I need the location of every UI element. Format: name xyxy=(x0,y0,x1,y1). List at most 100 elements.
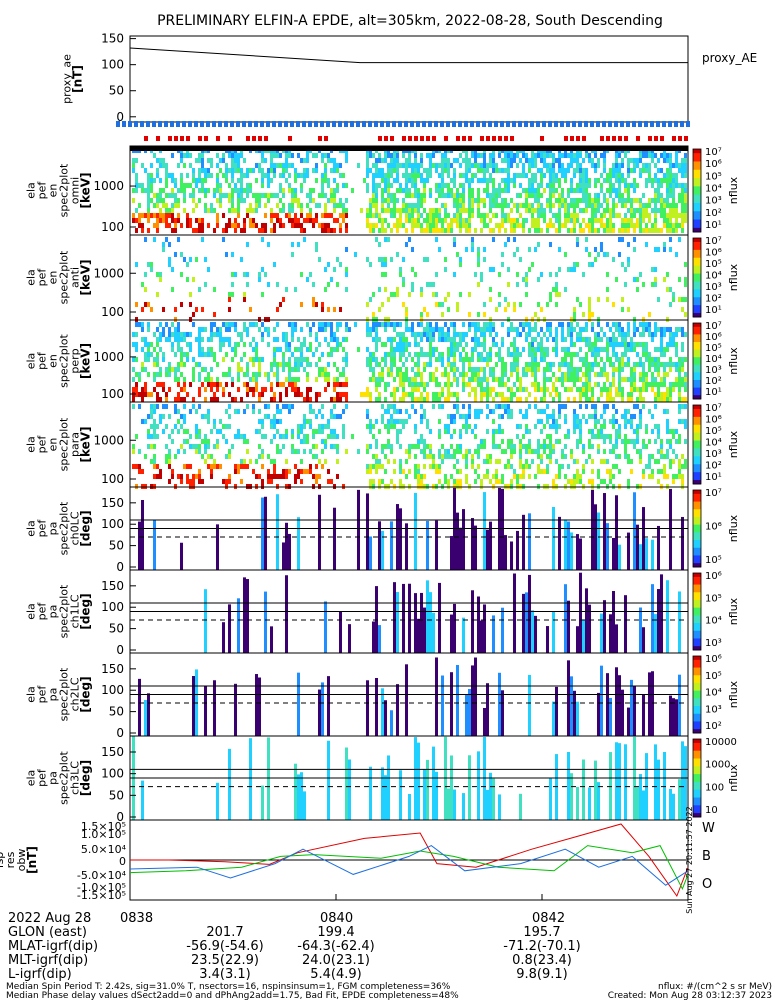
spectrogram-cell xyxy=(405,419,408,424)
spectrogram-cell xyxy=(402,332,405,337)
spectrogram-cell xyxy=(195,449,198,454)
spectrogram-cell xyxy=(381,173,384,178)
spectrogram-cell xyxy=(384,158,387,163)
spectrogram-cell xyxy=(666,327,669,332)
spectrogram-cell xyxy=(255,193,258,198)
spectrogram-cell xyxy=(462,218,465,223)
spectrogram-cell xyxy=(222,424,225,429)
spectrogram-cell xyxy=(666,188,669,193)
red-indicator xyxy=(426,136,430,141)
spectrogram-cell xyxy=(186,479,189,484)
spectrogram-cell xyxy=(519,213,522,218)
spectrogram-cell xyxy=(285,434,288,439)
spectrogram-cell xyxy=(306,347,309,352)
spectrogram-cell xyxy=(420,404,423,409)
spectrogram-cell xyxy=(597,444,600,449)
energy-colorbar-seg xyxy=(693,245,701,249)
spectrogram-cell xyxy=(237,193,240,198)
energy-ylabel-2: en xyxy=(47,184,60,198)
spectrogram-cell xyxy=(333,387,336,392)
spectrogram-cell xyxy=(465,357,468,362)
spectrogram-cell xyxy=(525,337,528,342)
energy-colorbar-seg xyxy=(693,207,701,210)
spectrogram-cell xyxy=(627,377,630,382)
spectrogram-cell xyxy=(210,337,213,342)
spectrogram-cell xyxy=(474,173,477,178)
spectrogram-cell xyxy=(534,352,537,357)
red-indicator xyxy=(660,136,664,141)
spectrogram-cell xyxy=(567,188,570,193)
spectrogram-cell xyxy=(141,282,144,287)
spectrogram-cell xyxy=(621,193,624,198)
spectrogram-cell xyxy=(315,414,318,419)
spectrogram-cell xyxy=(513,178,516,183)
spectrogram-cell xyxy=(351,434,354,439)
spectrogram-cell xyxy=(213,352,216,357)
spectrogram-cell xyxy=(132,198,135,203)
spectrogram-cell xyxy=(558,228,561,233)
spectrogram-cell xyxy=(231,153,234,158)
spectrogram-cell xyxy=(417,357,420,362)
spectrogram-cell xyxy=(174,367,177,372)
spectrogram-cell xyxy=(540,459,543,464)
spectrogram-cell xyxy=(588,347,591,352)
spectrogram-cell xyxy=(543,392,546,397)
spectrogram-cell xyxy=(411,387,414,392)
spectrogram-cell xyxy=(468,377,471,382)
spectrogram-cell xyxy=(366,392,369,397)
spectrogram-cell xyxy=(582,158,585,163)
spectrogram-cell xyxy=(402,257,405,262)
spectrogram-cell xyxy=(387,193,390,198)
spectrogram-cell xyxy=(186,183,189,188)
spectrogram-cell xyxy=(645,208,648,213)
spectrogram-cell xyxy=(270,228,273,233)
spectrogram-cell xyxy=(675,218,678,223)
energy-colorbar-title: nflux xyxy=(727,176,740,204)
spectrogram-cell xyxy=(339,173,342,178)
spectrogram-cell xyxy=(378,392,381,397)
spectrogram-cell xyxy=(621,327,624,332)
blue-indicator xyxy=(656,121,660,127)
energy-colorbar-seg xyxy=(693,364,701,368)
spectrogram-cell xyxy=(585,223,588,228)
spectrogram-cell xyxy=(420,213,423,218)
spectrogram-cell xyxy=(177,327,180,332)
spectrogram-cell xyxy=(486,322,489,327)
spectrogram-cell xyxy=(468,193,471,198)
spectrogram-cell xyxy=(237,213,240,218)
spectrogram-cell xyxy=(441,178,444,183)
spectrogram-cell xyxy=(603,367,606,372)
spectrogram-cell xyxy=(228,372,231,377)
spectrogram-cell xyxy=(183,332,186,337)
spectrogram-cell xyxy=(684,203,687,208)
spectrogram-cell xyxy=(219,429,222,434)
spectrogram-cell xyxy=(561,382,564,387)
spectrogram-cell xyxy=(219,382,222,387)
spectrogram-cell xyxy=(543,218,546,223)
spectrogram-cell xyxy=(294,173,297,178)
spectrogram-cell xyxy=(414,387,417,392)
spectrogram-cell xyxy=(429,213,432,218)
spectrogram-cell xyxy=(621,414,624,419)
spectrogram-cell xyxy=(657,247,660,252)
spectrogram-cell xyxy=(510,362,513,367)
spectrogram-cell xyxy=(417,322,420,327)
spectrogram-cell xyxy=(132,342,135,347)
spectrogram-cell xyxy=(633,168,636,173)
spectrogram-cell xyxy=(174,307,177,312)
spectrogram-cell xyxy=(198,352,201,357)
spectrogram-cell xyxy=(669,208,672,213)
spectrogram-cell xyxy=(252,218,255,223)
spectrogram-cell xyxy=(279,362,282,367)
spectrogram-cell xyxy=(453,178,456,183)
spectrogram-cell xyxy=(591,158,594,163)
spectrogram-cell xyxy=(534,347,537,352)
spectrogram-cell xyxy=(621,352,624,357)
spectrogram-cell xyxy=(609,327,612,332)
spectrogram-cell xyxy=(147,342,150,347)
spectrogram-cell xyxy=(402,277,405,282)
spectrogram-cell xyxy=(270,397,273,402)
spectrogram-cell xyxy=(141,228,144,233)
spectrogram-cell xyxy=(264,372,267,377)
spectrogram-cell xyxy=(261,267,264,272)
